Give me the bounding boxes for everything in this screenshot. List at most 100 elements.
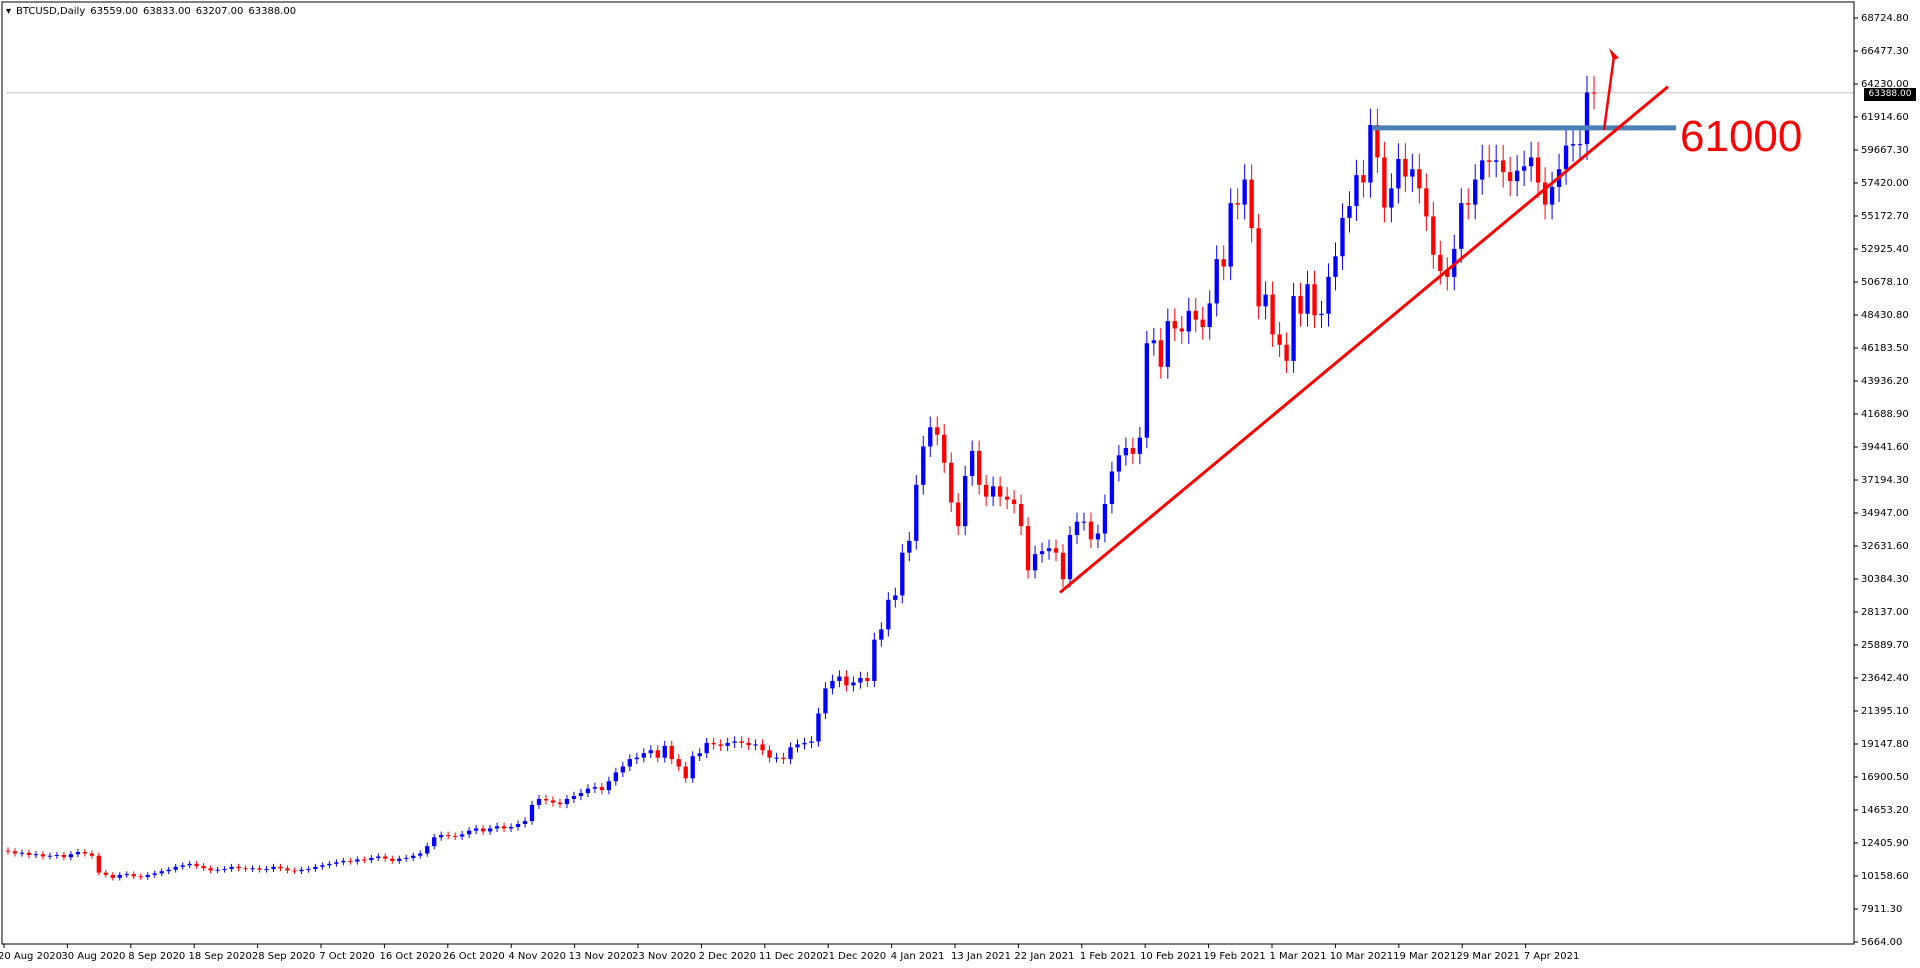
candle: [411, 852, 416, 861]
candle-body: [299, 869, 304, 872]
candle: [1018, 494, 1024, 536]
candle-body: [285, 868, 290, 871]
candle-body: [341, 860, 346, 863]
candle-body: [1193, 310, 1198, 320]
candle: [1521, 150, 1527, 187]
candle-body: [1591, 92, 1597, 94]
x-tick-label: 19 Mar 2021: [1393, 951, 1456, 962]
candle: [1577, 128, 1583, 161]
candle-body: [1102, 503, 1108, 534]
y-tick-label: 46183.50: [1861, 343, 1909, 354]
x-tick-label: 7 Oct 2020: [319, 951, 374, 962]
candle: [173, 863, 178, 873]
candle-body: [1144, 343, 1150, 438]
candle-body: [1459, 203, 1464, 249]
candle: [103, 869, 108, 878]
candle: [1151, 327, 1156, 356]
candle: [648, 745, 653, 759]
candle-body: [1326, 276, 1331, 314]
candle-body: [634, 757, 639, 760]
candle-body: [1375, 124, 1380, 158]
y-tick-label: 48430.80: [1861, 310, 1909, 321]
candle-body: [718, 744, 723, 746]
candle-body: [75, 852, 81, 855]
candle: [1403, 143, 1408, 192]
candle-body: [802, 742, 807, 745]
candle-body: [68, 854, 74, 858]
candle: [1333, 242, 1338, 291]
candle: [1396, 143, 1401, 204]
y-tick-label: 66477.30: [1861, 46, 1909, 57]
candle-body: [983, 484, 989, 497]
candle: [1354, 159, 1359, 221]
candle: [278, 863, 283, 872]
trendline[interactable]: [1059, 85, 1669, 594]
candle: [788, 742, 793, 764]
candle: [1542, 167, 1548, 220]
candle: [1417, 153, 1422, 204]
candle: [1207, 290, 1212, 340]
candle: [711, 737, 716, 750]
candle: [1424, 173, 1429, 232]
candle: [550, 796, 556, 807]
candle: [299, 866, 304, 875]
candle: [1081, 512, 1087, 531]
candle-body: [1039, 551, 1045, 555]
candle: [683, 761, 688, 783]
candle-body: [781, 757, 786, 760]
candle: [928, 416, 933, 457]
y-tick-label: 28137.00: [1861, 607, 1909, 618]
candle-body: [529, 804, 535, 822]
candle-body: [1137, 437, 1143, 454]
candle: [1284, 332, 1289, 373]
candle-body: [1256, 228, 1261, 307]
candle: [1193, 297, 1198, 333]
candle-body: [425, 846, 430, 854]
candle: [138, 873, 143, 880]
candle: [292, 867, 297, 875]
candle: [33, 851, 39, 859]
candle-body: [711, 742, 716, 745]
candle: [1046, 539, 1052, 560]
candle: [327, 860, 332, 869]
candle: [306, 866, 311, 873]
candle: [809, 736, 814, 749]
candle: [236, 863, 241, 872]
candle: [508, 823, 514, 833]
candle: [1004, 487, 1010, 510]
candle-body: [257, 868, 262, 870]
candle: [816, 707, 821, 747]
candle-body: [40, 854, 46, 857]
candle-body: [725, 742, 730, 746]
x-tick-label: 1 Feb 2021: [1080, 951, 1136, 962]
candle-body: [1004, 496, 1010, 500]
y-tick-label: 21395.10: [1861, 706, 1909, 717]
candle-body: [564, 798, 570, 805]
candle-body: [753, 744, 758, 746]
candle-body: [1480, 160, 1485, 180]
candle-body: [236, 866, 241, 869]
candle-body: [1417, 169, 1422, 189]
y-tick-label: 32631.60: [1861, 541, 1909, 552]
candle: [704, 737, 709, 759]
candle-body: [369, 857, 374, 861]
candle-body: [166, 869, 171, 872]
candle-body: [355, 859, 360, 862]
candle: [439, 831, 444, 841]
candle-body: [536, 798, 542, 805]
candle-body: [1424, 188, 1429, 217]
candle-body: [390, 858, 395, 861]
candle: [1242, 164, 1247, 220]
candle: [543, 794, 549, 805]
candle: [1074, 512, 1080, 544]
candle-body: [61, 854, 67, 858]
candle: [725, 737, 730, 751]
candle: [900, 544, 905, 604]
candle-body: [949, 462, 954, 503]
candle-body: [1466, 203, 1471, 205]
candle: [187, 860, 192, 869]
candle: [1123, 437, 1129, 466]
candle: [662, 740, 667, 763]
candle-body: [1074, 521, 1080, 535]
